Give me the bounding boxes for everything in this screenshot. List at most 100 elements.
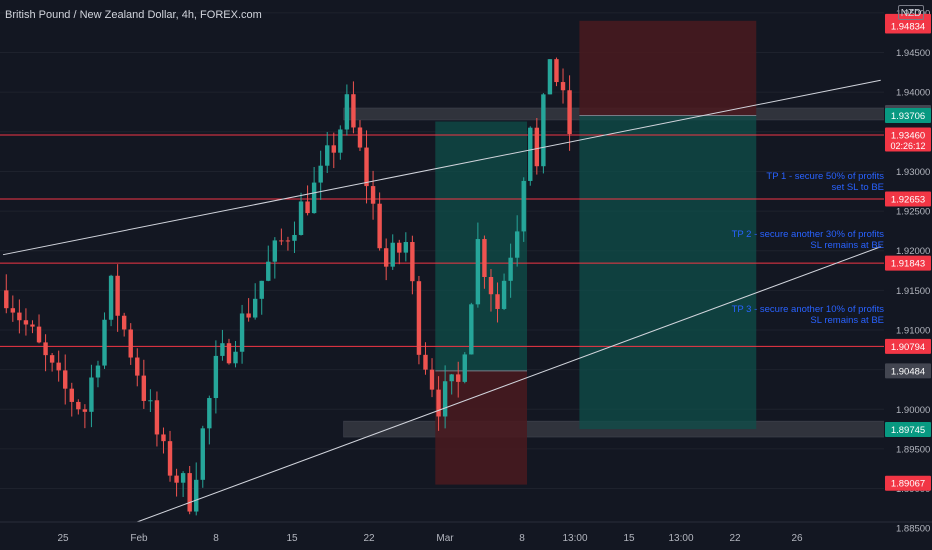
price-axis[interactable]: 1.950001.945001.940001.935001.930001.925… xyxy=(884,0,932,550)
candle-body xyxy=(482,239,487,277)
candle-body xyxy=(370,186,376,204)
price-label-bg xyxy=(885,363,931,379)
price-label: 1.89745 xyxy=(891,425,925,436)
price-tick-label: 1.90000 xyxy=(896,405,930,416)
candle-body xyxy=(89,377,94,412)
candle-body xyxy=(266,261,271,281)
time-tick-label: 8 xyxy=(519,533,525,544)
long-stop-zone xyxy=(435,370,527,485)
candle-body xyxy=(239,313,245,352)
candle-body xyxy=(30,324,35,327)
price-tick-label: 1.88500 xyxy=(896,524,930,535)
time-tick-label: 25 xyxy=(57,533,69,544)
candle-body xyxy=(220,343,225,356)
candle-body xyxy=(311,182,317,214)
candle-body xyxy=(318,165,323,183)
time-axis[interactable]: 25 Feb 8 15 22 Mar 8 13:00 15 13:00 22 26 xyxy=(0,521,932,550)
candle-body xyxy=(23,320,29,325)
time-tick-label: 15 xyxy=(623,533,635,544)
price-label-bg xyxy=(885,107,931,123)
price-tick-label: 1.93000 xyxy=(896,167,930,178)
candle-body xyxy=(410,242,415,282)
candle-body xyxy=(331,145,336,153)
candle-body xyxy=(180,473,186,483)
candle-body xyxy=(36,326,42,343)
candle-body xyxy=(449,374,454,382)
tp2-note-line2: SL remains at BE xyxy=(810,240,884,251)
candle-body xyxy=(547,59,553,95)
candle-body xyxy=(187,473,192,512)
candle-body xyxy=(403,242,409,253)
candle-body xyxy=(541,94,546,167)
candle-body xyxy=(226,343,232,364)
candle-body xyxy=(194,479,199,512)
candle-body xyxy=(252,298,258,318)
candle-body xyxy=(95,365,101,378)
price-label-bg xyxy=(885,127,931,152)
candle-body xyxy=(128,329,133,358)
candle-body xyxy=(528,127,533,181)
price-label: 1.91843 xyxy=(891,259,925,270)
candle-body xyxy=(456,374,461,382)
candle-body xyxy=(436,389,441,417)
tp3-note: TP 3 - secure another 10% of profits SL … xyxy=(732,304,884,326)
candle-body xyxy=(213,355,219,399)
price-label: 1.89067 xyxy=(891,479,925,490)
candle-body xyxy=(148,400,153,402)
time-tick-label: 13:00 xyxy=(668,533,693,544)
candle-body xyxy=(501,280,507,309)
price-label-bg xyxy=(885,421,931,437)
time-tick-label: 22 xyxy=(363,533,375,544)
candle-body xyxy=(377,203,382,249)
currency-badge[interactable]: NZD xyxy=(898,5,924,20)
candle-body xyxy=(534,127,540,167)
candle-body xyxy=(17,312,22,321)
candle-body xyxy=(325,145,330,166)
price-label: 1.90794 xyxy=(891,342,925,353)
candle-body xyxy=(154,400,160,435)
candle-body xyxy=(416,281,422,355)
trend-line xyxy=(2,79,881,256)
candle-body xyxy=(442,381,448,417)
candle-body xyxy=(390,242,395,267)
candle-body xyxy=(69,388,74,402)
tp1-note-line2: set SL to BE xyxy=(831,182,884,193)
candle-body xyxy=(246,313,251,318)
candle-body xyxy=(508,257,513,281)
candle-body xyxy=(63,370,68,389)
candle-body xyxy=(56,362,61,371)
tp1-note: TP 1 - secure 50% of profits set SL to B… xyxy=(766,171,884,193)
candle-body xyxy=(207,398,212,429)
trend-lines[interactable] xyxy=(2,79,881,541)
candle-body xyxy=(292,234,297,241)
candle-body xyxy=(279,240,284,242)
horizontal-levels xyxy=(0,134,884,347)
candle-body xyxy=(82,409,88,412)
candle-body xyxy=(108,275,114,320)
candle-body xyxy=(121,315,127,330)
candle-body xyxy=(174,475,179,483)
candle-body xyxy=(429,369,435,390)
long-target-zone xyxy=(435,121,527,371)
candle-body xyxy=(514,231,520,258)
price-labels: 1.948931.948341.937431.937061.9346002:26… xyxy=(885,13,931,491)
time-tick-label: 22 xyxy=(729,533,741,544)
price-label: 1.92653 xyxy=(891,194,925,205)
candle-body xyxy=(462,354,467,382)
price-tick-label: 1.94000 xyxy=(896,88,930,99)
price-tick-label: 1.92500 xyxy=(896,207,930,218)
time-tick-label: 15 xyxy=(286,533,298,544)
candle-body xyxy=(233,351,238,364)
candle-body xyxy=(383,248,389,267)
price-label: 1.90484 xyxy=(891,366,925,377)
candle-body xyxy=(423,354,428,370)
candle-body xyxy=(344,94,350,130)
candle-body xyxy=(4,290,9,309)
symbol-title[interactable]: British Pound / New Zealand Dollar, 4h, … xyxy=(5,9,262,21)
price-label-bg xyxy=(885,191,931,207)
candle-body xyxy=(338,129,343,153)
price-tick-label: 1.94500 xyxy=(896,48,930,59)
price-label-bg xyxy=(885,475,931,491)
tp2-note-line1: TP 2 - secure another 30% of profits xyxy=(731,229,884,240)
